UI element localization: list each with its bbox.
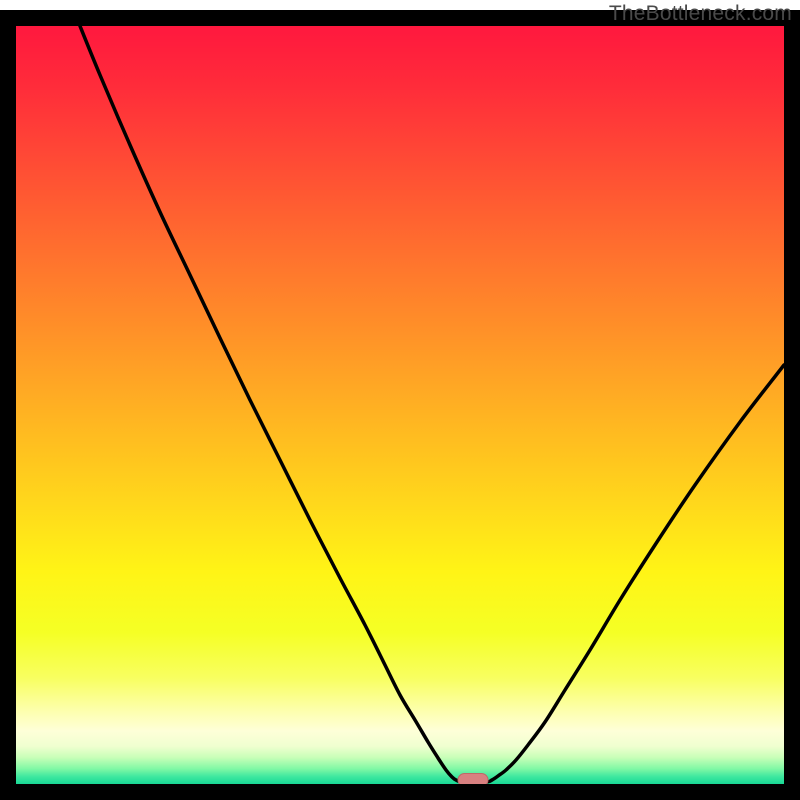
gradient-background [16, 26, 784, 784]
bottleneck-chart [0, 0, 800, 800]
chart-container: TheBottleneck.com [0, 0, 800, 800]
watermark-label: TheBottleneck.com [609, 2, 792, 26]
